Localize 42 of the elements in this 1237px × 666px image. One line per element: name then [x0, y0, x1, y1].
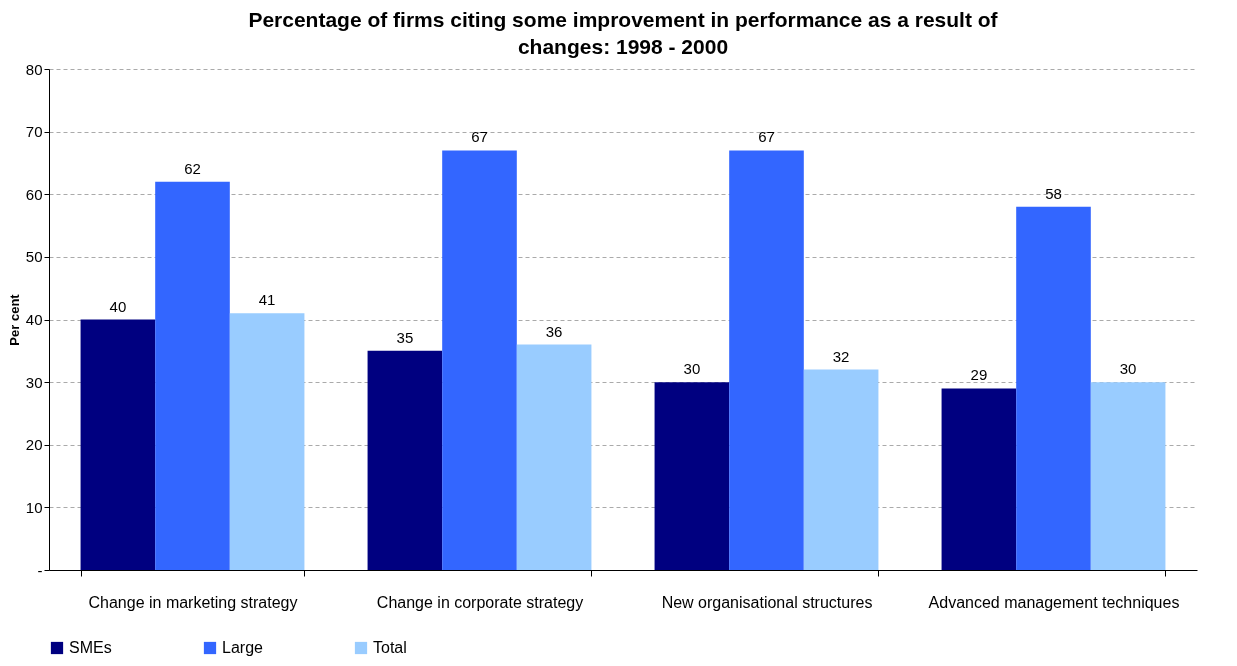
- data-label: 40: [109, 297, 127, 315]
- x-tick-label: Change in corporate strategy: [376, 593, 584, 611]
- bar: [941, 388, 1017, 570]
- y-tick-label: 50: [25, 248, 43, 266]
- bar: [516, 344, 592, 570]
- x-tick-label: Advanced management techniques: [928, 593, 1180, 611]
- data-label: 62: [184, 159, 201, 177]
- bar: [729, 150, 804, 570]
- y-tick-label: 30: [25, 373, 43, 391]
- data-label: 30: [683, 360, 701, 378]
- y-tick-label: 60: [25, 185, 43, 203]
- bar: [442, 150, 517, 570]
- data-label: 30: [1119, 360, 1137, 378]
- data-label: 58: [1045, 184, 1062, 202]
- x-tick-label: New organisational structures: [661, 593, 873, 611]
- x-tick-label: Change in marketing strategy: [88, 593, 298, 611]
- data-label: 41: [258, 291, 276, 309]
- legend-label: SMEs: [69, 639, 112, 656]
- bar: [367, 350, 443, 570]
- chart-title: Percentage of firms citing some improvement in performance as a result of changes: 1998 - 2000: [248, 8, 999, 58]
- data-label: 35: [396, 328, 414, 346]
- y-tick-label: 40: [25, 311, 43, 328]
- data-label: 29: [970, 366, 988, 384]
- bar: [1016, 206, 1091, 570]
- bar: [654, 382, 730, 570]
- y-tick-label: 10: [25, 498, 43, 516]
- bar: [803, 369, 879, 570]
- y-axis-title: Per cent: [6, 293, 22, 346]
- bar: [155, 181, 230, 570]
- data-label: 32: [832, 347, 850, 365]
- legend-label: Large: [222, 639, 264, 656]
- y-tick-label: 80: [25, 60, 43, 78]
- bar: [229, 313, 305, 570]
- legend-label: Total: [373, 639, 407, 656]
- bar: [1090, 382, 1166, 570]
- y-tick-label: 70: [25, 123, 43, 141]
- data-label: 67: [758, 128, 775, 146]
- y-tick-label: 20: [25, 436, 43, 454]
- data-label: 67: [471, 128, 488, 146]
- data-label: 36: [545, 322, 563, 340]
- bar: [80, 319, 156, 570]
- y-tick-label: -: [37, 561, 43, 579]
